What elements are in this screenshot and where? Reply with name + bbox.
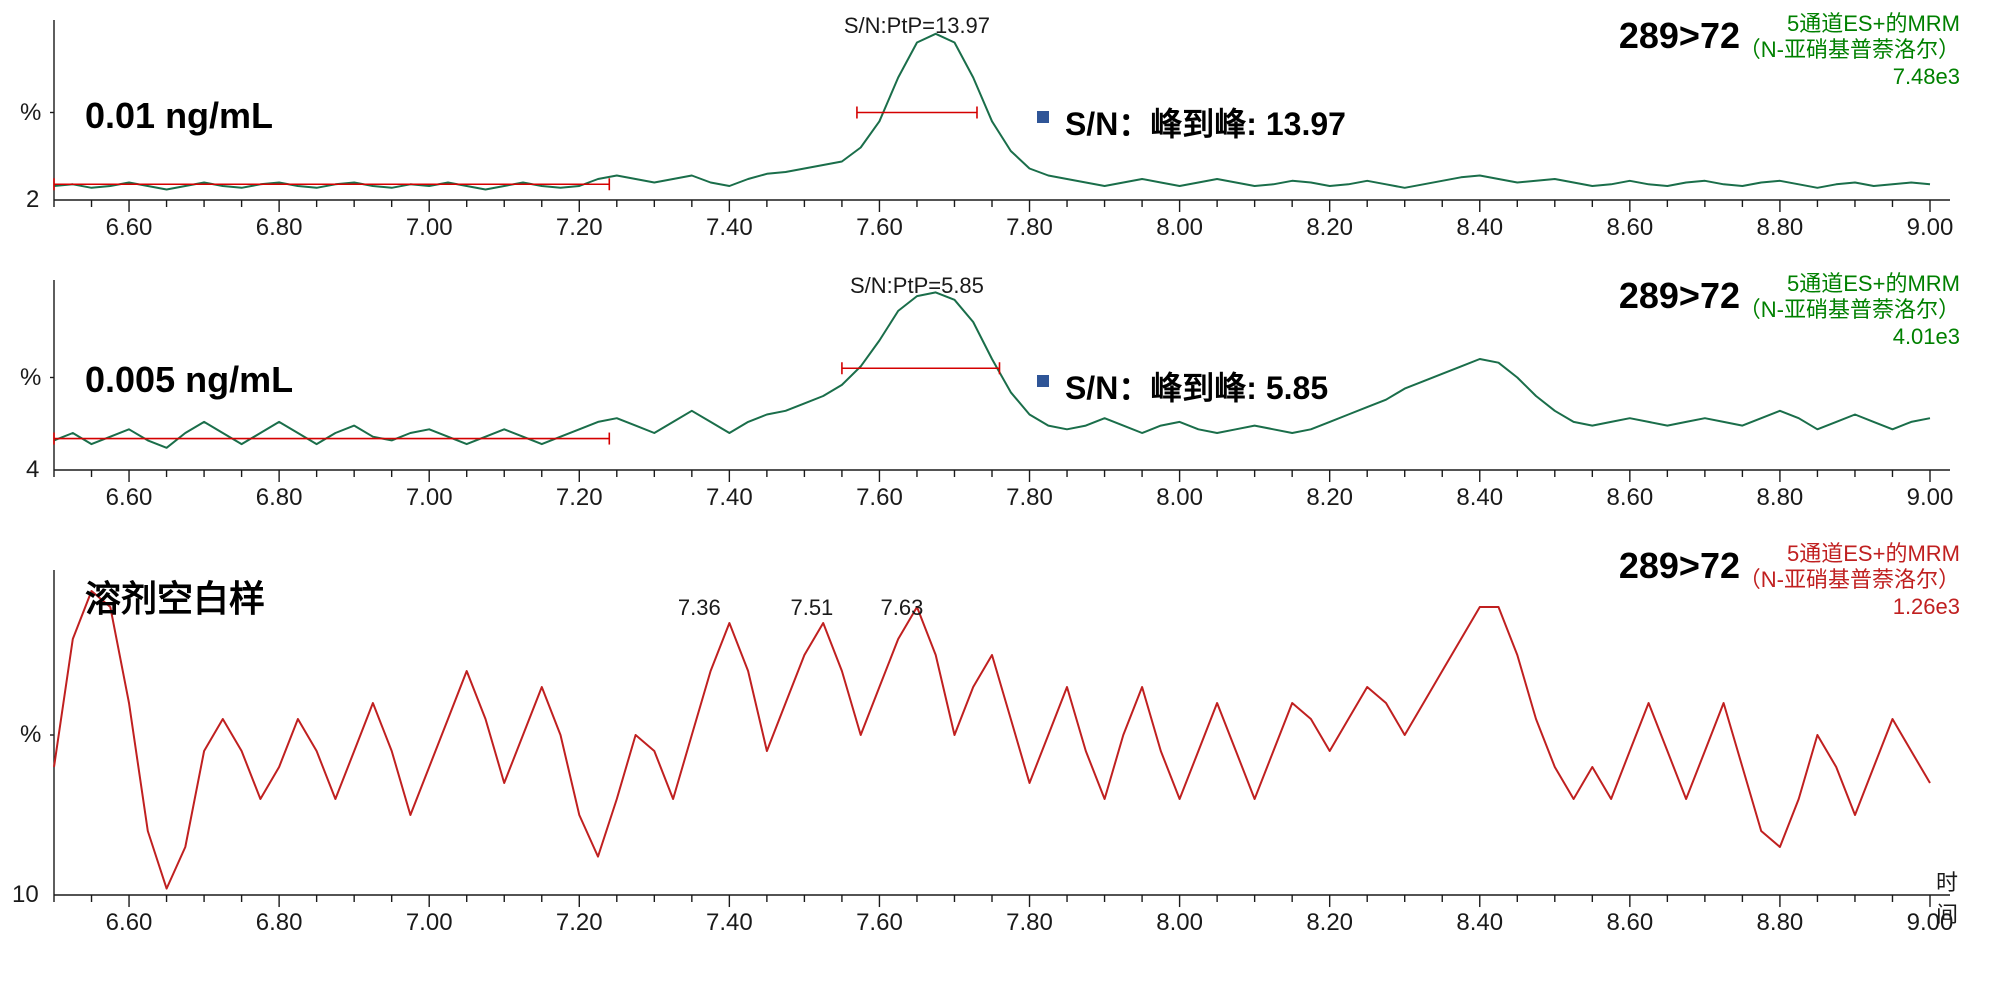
x-tick-label: 7.00: [406, 484, 453, 512]
y-axis-bottom-value: 4: [26, 456, 39, 484]
x-tick-label: 6.80: [256, 214, 303, 242]
channel-info-line: 4.01e3: [1739, 324, 1960, 350]
channel-info: 5通道ES+的MRM（N-亚硝基普萘洛尔）7.48e3: [1739, 11, 1960, 90]
concentration-label: 溶剂空白样: [85, 570, 265, 622]
x-tick-label: 8.20: [1306, 909, 1353, 937]
x-tick-label: 7.40: [706, 484, 753, 512]
x-tick-label: 7.80: [1006, 909, 1053, 937]
sn-main-label: S/N：峰到峰: 13.97: [1065, 99, 1346, 145]
x-tick-label: 6.60: [106, 909, 153, 937]
x-tick-label: 8.40: [1456, 909, 1503, 937]
x-tick-label: 6.80: [256, 909, 303, 937]
sn-peak-label: S/N:PtP=13.97: [844, 13, 990, 39]
x-tick-label: 7.80: [1006, 214, 1053, 242]
x-tick-label: 8.00: [1156, 214, 1203, 242]
chromatogram-panel-1: 6.606.807.007.207.407.607.808.008.208.40…: [50, 15, 1960, 230]
x-tick-label: 8.20: [1306, 484, 1353, 512]
x-tick-label: 7.20: [556, 484, 603, 512]
channel-info-line: （N-亚硝基普萘洛尔）: [1739, 37, 1960, 63]
x-tick-label: 7.60: [856, 484, 903, 512]
x-tick-label: 7.80: [1006, 484, 1053, 512]
transition-label: 289>72: [1619, 275, 1740, 317]
x-tick-label: 7.60: [856, 214, 903, 242]
channel-info-line: 5通道ES+的MRM: [1739, 271, 1960, 297]
peak-time-label: 7.63: [881, 595, 924, 621]
x-tick-label: 7.00: [406, 214, 453, 242]
x-tick-label: 6.80: [256, 484, 303, 512]
x-axis-label: 时间: [1936, 865, 1960, 929]
channel-info-line: 7.48e3: [1739, 64, 1960, 90]
y-axis-bottom-value: 10: [12, 881, 39, 909]
channel-info-line: 5通道ES+的MRM: [1739, 11, 1960, 37]
x-tick-label: 8.60: [1606, 214, 1653, 242]
channel-info: 5通道ES+的MRM（N-亚硝基普萘洛尔）1.26e3: [1739, 541, 1960, 620]
trace-line: [54, 591, 1930, 889]
chromatogram-panel-3: 6.606.807.007.207.407.607.808.008.208.40…: [50, 545, 1960, 925]
x-tick-label: 9.00: [1907, 214, 1954, 242]
x-tick-label: 7.60: [856, 909, 903, 937]
x-tick-label: 8.80: [1757, 214, 1804, 242]
x-tick-label: 8.40: [1456, 484, 1503, 512]
peak-time-label: 7.51: [790, 595, 833, 621]
y-axis-percent-label: %: [20, 364, 41, 392]
channel-info-line: 1.26e3: [1739, 594, 1960, 620]
transition-label: 289>72: [1619, 545, 1740, 587]
y-axis-percent-label: %: [20, 721, 41, 749]
x-tick-label: 8.60: [1606, 484, 1653, 512]
peak-time-label: 7.36: [678, 595, 721, 621]
x-tick-label: 7.40: [706, 909, 753, 937]
x-tick-label: 8.00: [1156, 909, 1203, 937]
x-tick-label: 7.20: [556, 214, 603, 242]
chart-svg: [50, 545, 1960, 925]
chromatogram-panel-2: 6.606.807.007.207.407.607.808.008.208.40…: [50, 275, 1960, 500]
x-tick-label: 6.60: [106, 484, 153, 512]
concentration-label: 0.01 ng/mL: [85, 95, 273, 137]
channel-info-line: 5通道ES+的MRM: [1739, 541, 1960, 567]
y-axis-percent-label: %: [20, 99, 41, 127]
x-tick-label: 8.20: [1306, 214, 1353, 242]
x-tick-label: 8.80: [1757, 484, 1804, 512]
x-tick-label: 8.40: [1456, 214, 1503, 242]
sn-peak-label: S/N:PtP=5.85: [850, 273, 984, 299]
sn-main-label: S/N：峰到峰: 5.85: [1065, 363, 1328, 409]
chromatogram-page: 6.60 6.80 7.00 7.20 7.40 7.60 7.80 8.00 8.20 8.40…: [0, 0, 2000, 981]
channel-info: 5通道ES+的MRM（N-亚硝基普萘洛尔）4.01e3: [1739, 271, 1960, 350]
y-axis-bottom-value: 2: [26, 186, 39, 214]
bullet-icon: [1037, 111, 1049, 123]
x-tick-label: 7.40: [706, 214, 753, 242]
x-tick-label: 7.20: [556, 909, 603, 937]
trace-line: [54, 34, 1930, 190]
x-tick-label: 7.00: [406, 909, 453, 937]
channel-info-line: （N-亚硝基普萘洛尔）: [1739, 567, 1960, 593]
x-tick-label: 9.00: [1907, 484, 1954, 512]
x-tick-label: 6.60: [106, 214, 153, 242]
x-tick-label: 8.60: [1606, 909, 1653, 937]
bullet-icon: [1037, 375, 1049, 387]
x-tick-label: 8.00: [1156, 484, 1203, 512]
channel-info-line: （N-亚硝基普萘洛尔）: [1739, 297, 1960, 323]
concentration-label: 0.005 ng/mL: [85, 359, 293, 401]
x-tick-label: 8.80: [1757, 909, 1804, 937]
transition-label: 289>72: [1619, 15, 1740, 57]
